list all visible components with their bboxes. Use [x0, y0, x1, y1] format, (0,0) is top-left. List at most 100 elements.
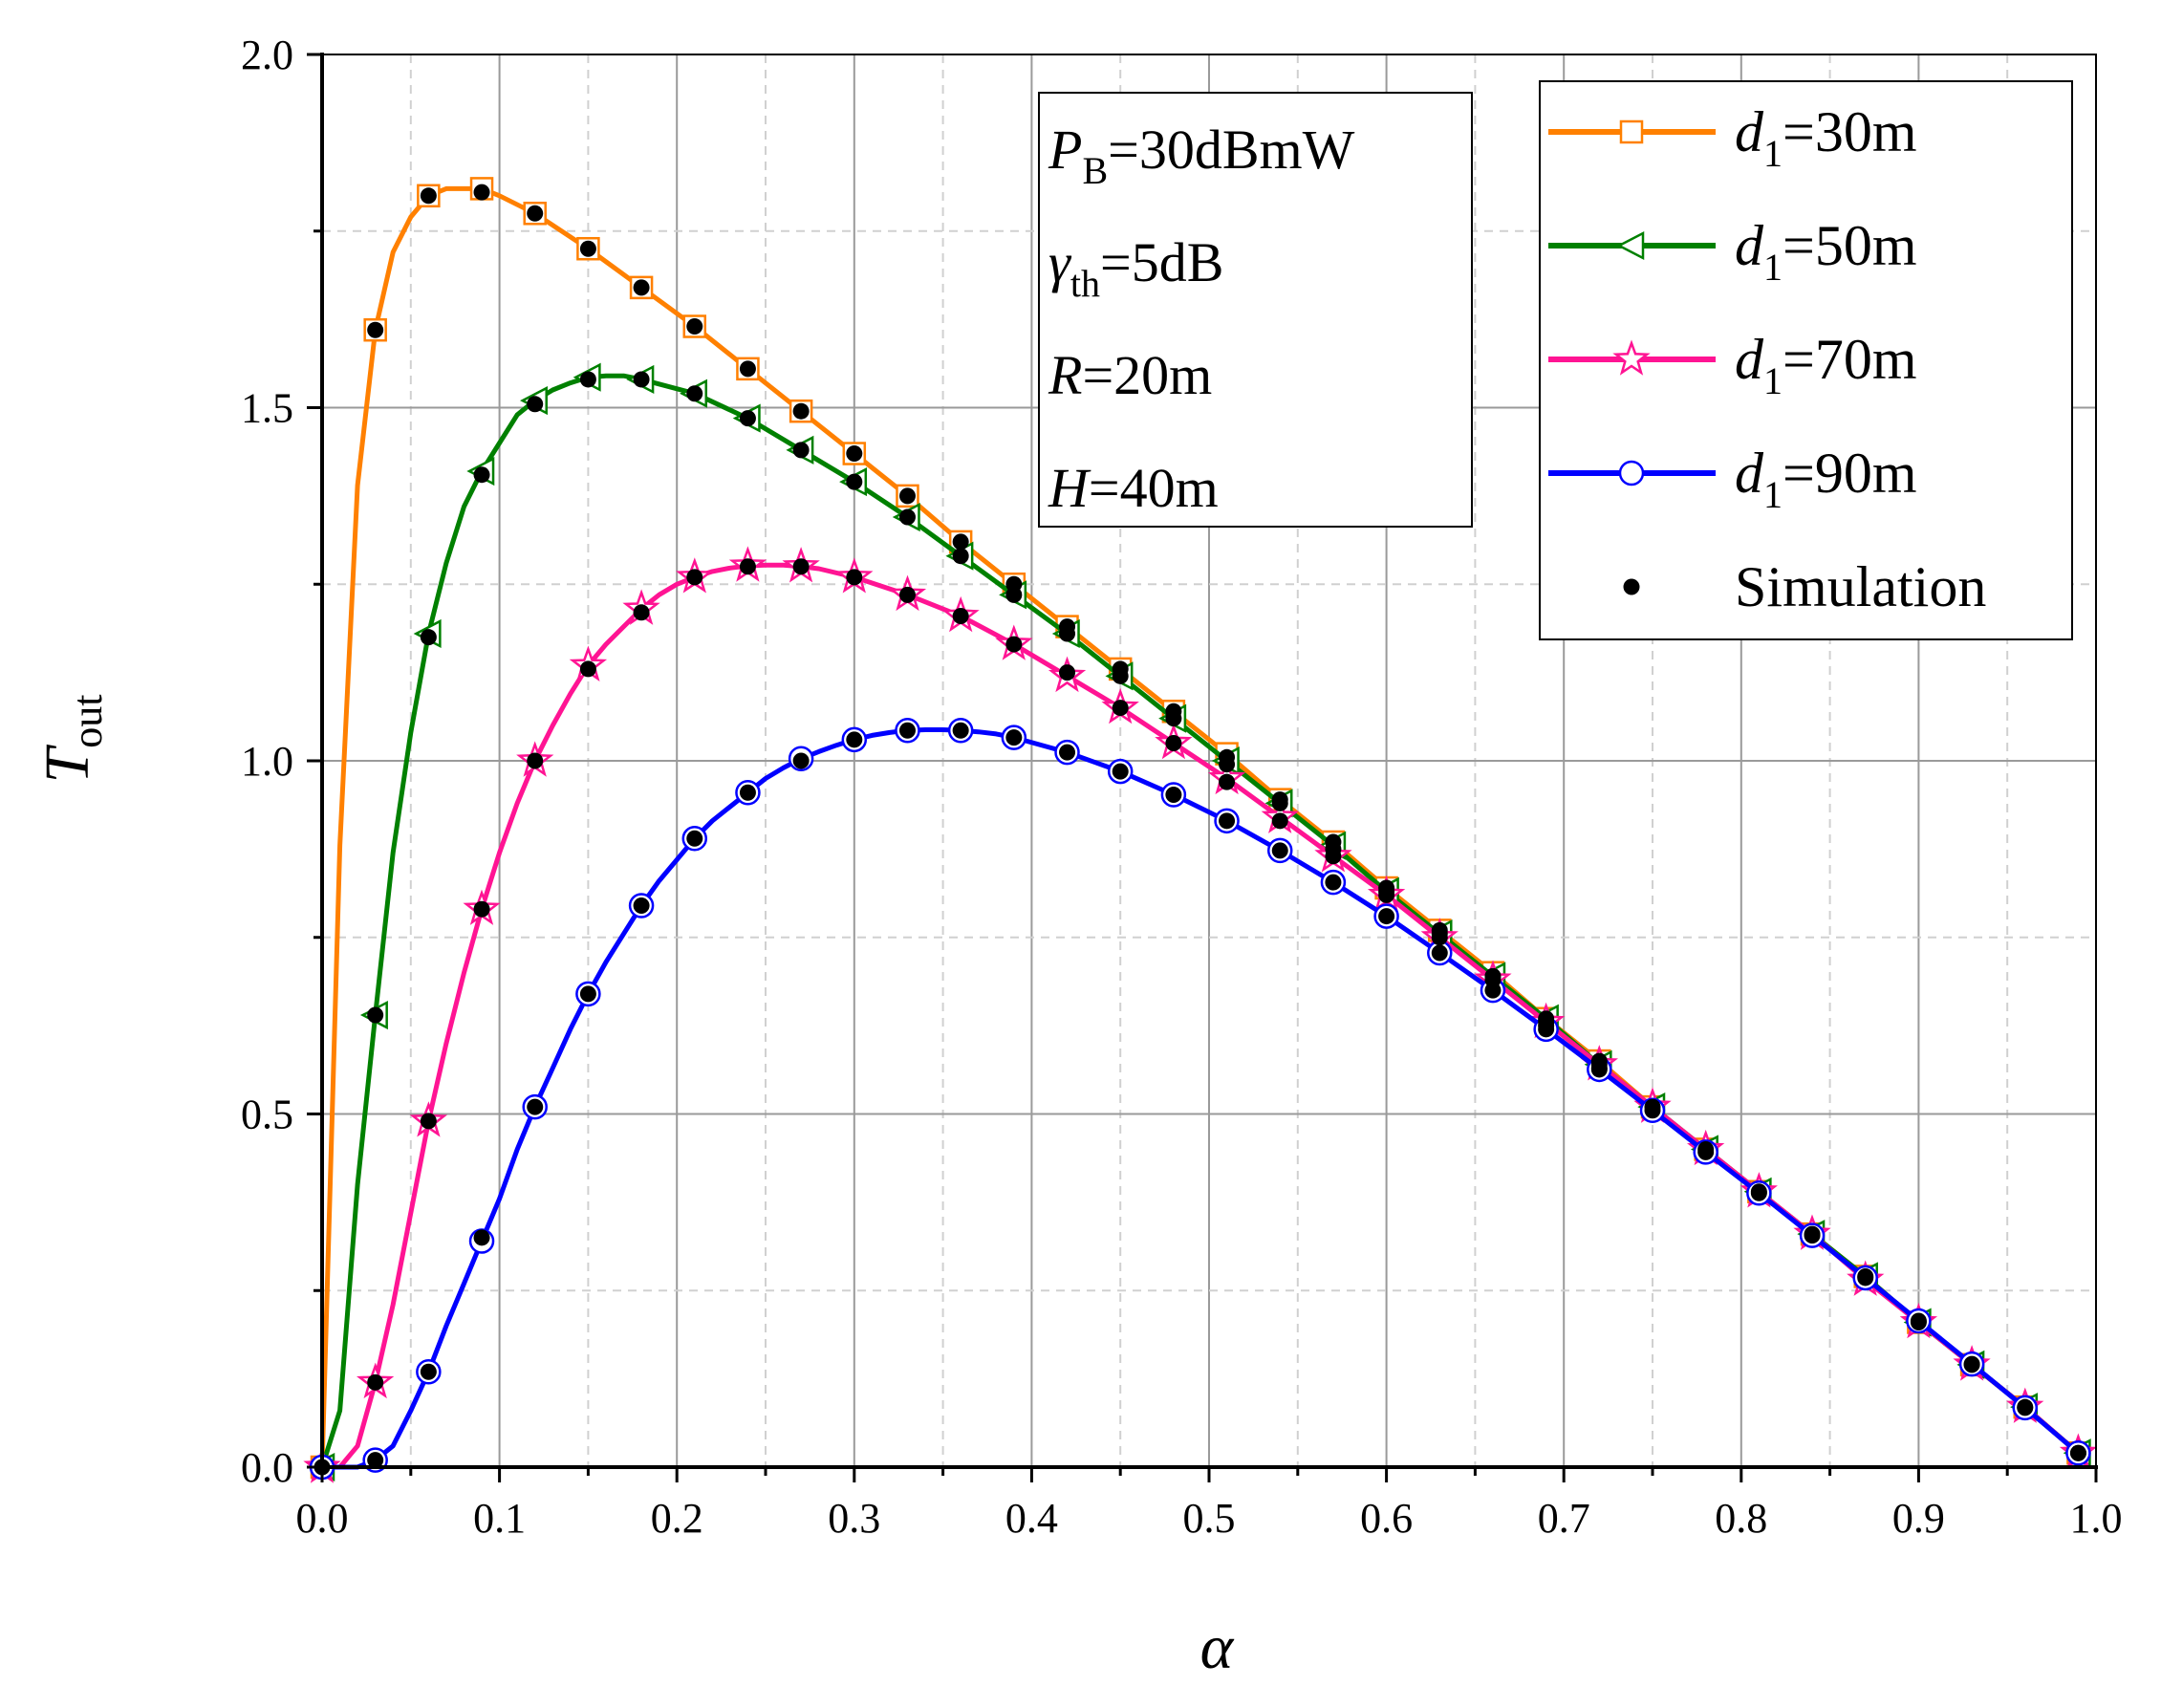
series-simulation — [313, 184, 2086, 1476]
simulation-point — [1378, 886, 1395, 903]
annotation-subscript: th — [1070, 262, 1100, 305]
annotation-line: H=40m — [1048, 457, 1219, 519]
annotation-subscript: B — [1082, 149, 1108, 192]
simulation-point — [367, 1373, 384, 1391]
simulation-point — [527, 752, 544, 769]
simulation-point — [473, 466, 490, 484]
simulation-point — [739, 558, 756, 575]
y-tick-label: 2.0 — [241, 32, 293, 78]
annotation-box: PB=30dBmW γth=5dB R=20m H=40m — [1038, 92, 1473, 528]
simulation-point — [1165, 710, 1182, 727]
y-axis-title: Tout — [32, 695, 111, 784]
simulation-point — [1219, 773, 1236, 790]
simulation-point — [367, 1452, 384, 1469]
annotation-line: γth=5dB — [1048, 231, 1223, 305]
simulation-point — [633, 604, 650, 621]
simulation-point — [1059, 625, 1076, 642]
simulation-point — [792, 752, 810, 769]
simulation-point — [527, 205, 544, 222]
annotation-line: PB=30dBmW — [1048, 119, 1355, 192]
simulation-point — [367, 1006, 384, 1024]
x-tick-label: 0.0 — [296, 1495, 349, 1542]
simulation-point — [792, 558, 810, 575]
legend-subscript: 1 — [1763, 246, 1783, 289]
legend-item-d1-30m-marker — [1619, 119, 1644, 144]
legend-value: =70m — [1783, 328, 1917, 391]
simulation-point — [1005, 729, 1023, 746]
simulation-point — [686, 569, 703, 586]
simulation-point — [527, 396, 544, 413]
x-axis-title: α — [1200, 1612, 1235, 1682]
legend-subscript: 1 — [1763, 473, 1783, 516]
simulation-point — [1431, 929, 1448, 946]
simulation-point — [579, 240, 596, 257]
annotation-value: =5dB — [1100, 231, 1223, 293]
simulation-point — [1219, 812, 1236, 830]
x-tick-label: 0.2 — [651, 1495, 703, 1542]
simulation-point — [473, 184, 490, 201]
annotation-value: =30dBmW — [1108, 119, 1355, 181]
simulation-point — [633, 371, 650, 388]
simulation-point — [739, 784, 756, 801]
legend-item-d1-50m-label: d1=50m — [1735, 214, 1917, 289]
simulation-point — [898, 487, 916, 505]
simulation-point — [1219, 756, 1236, 773]
x-tick-label: 1.0 — [2070, 1495, 2123, 1542]
simulation-point — [686, 318, 703, 335]
simulation-point — [2069, 1444, 2086, 1461]
y-axis-title-sub: out — [64, 695, 111, 748]
simulation-point — [898, 508, 916, 526]
annotation-symbol: P — [1048, 119, 1082, 181]
simulation-point — [686, 830, 703, 847]
simulation-point — [633, 279, 650, 296]
simulation-point — [1005, 586, 1023, 603]
legend-symbol: d — [1735, 442, 1764, 505]
simulation-point — [952, 608, 969, 625]
legend-item-simulation-marker — [1623, 578, 1640, 595]
simulation-point — [1112, 763, 1129, 780]
legend-symbol: d — [1735, 328, 1764, 391]
y-tick-label: 0.5 — [241, 1092, 293, 1138]
annotation-value: =20m — [1082, 344, 1212, 406]
x-tick-label: 0.5 — [1183, 1495, 1236, 1542]
simulation-point — [1059, 664, 1076, 681]
legend-item-d1-30m-label: d1=30m — [1735, 100, 1917, 175]
simulation-point — [1590, 1061, 1608, 1078]
y-tick-label: 1.0 — [241, 738, 293, 785]
simulation-point — [1644, 1102, 1661, 1119]
simulation-point — [1112, 700, 1129, 717]
simulation-point — [420, 1363, 437, 1380]
simulation-point — [1750, 1184, 1767, 1201]
simulation-point — [1271, 812, 1288, 830]
simulation-point — [633, 897, 650, 914]
simulation-point — [846, 473, 863, 490]
x-tick-label: 0.8 — [1715, 1495, 1767, 1542]
legend-item-d1-50m-marker — [1616, 230, 1645, 261]
simulation-point — [739, 360, 756, 378]
annotation-symbol: γ — [1048, 231, 1072, 293]
simulation-point — [846, 445, 863, 463]
legend-item-d1-90m: d1=90m — [1548, 442, 1917, 516]
simulation-point — [1963, 1355, 1980, 1373]
x-tick-label: 0.1 — [473, 1495, 526, 1542]
y-axis-title-main: T — [32, 744, 102, 783]
axes: 0.0 0.1 0.2 0.3 0.4 0.5 0.6 0.7 0.8 0.9 1.0 0.0 0.5 1… — [241, 32, 2123, 1542]
simulation-point — [1325, 874, 1342, 891]
x-tick-label: 0.6 — [1360, 1495, 1413, 1542]
simulation-point — [792, 402, 810, 420]
simulation-point — [1804, 1227, 1821, 1244]
legend-value: =30m — [1783, 100, 1917, 163]
legend-item-d1-70m: d1=70m — [1548, 328, 1917, 402]
simulation-point — [1910, 1312, 1927, 1330]
simulation-point — [420, 629, 437, 646]
simulation-point — [420, 1113, 437, 1130]
simulation-point — [1484, 982, 1502, 999]
simulation-point — [1059, 744, 1076, 761]
simulation-point — [420, 187, 437, 205]
annotation-frame — [1038, 92, 1473, 528]
simulation-point — [1857, 1269, 1874, 1286]
legend-item-d1-70m-marker — [1612, 339, 1651, 376]
series-d1-70m-line — [319, 562, 2081, 1470]
